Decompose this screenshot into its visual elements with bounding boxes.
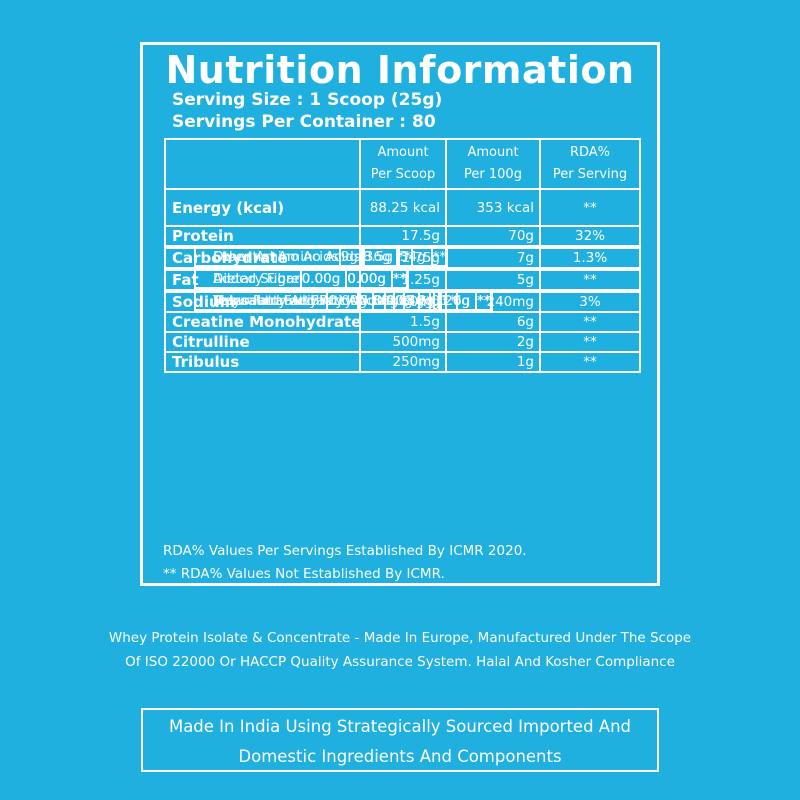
per-100g-value: 2g — [445, 331, 541, 353]
table-row: Other Amino Acids 9g 36g ** — [194, 247, 414, 267]
made-in-line-1: Made In India Using Strategically Source… — [168, 717, 632, 736]
rda-value: ** — [539, 351, 641, 373]
table-row: Dietary Fibre 0.00g 0.00g ** — [194, 269, 409, 289]
header-rda-line1: RDA% — [569, 145, 611, 160]
rda-footnote: RDA% Values Per Servings Established By … — [163, 543, 527, 559]
header-rda: RDA% Per Serving — [539, 138, 641, 190]
header-per-scoop-line1: Amount — [377, 145, 429, 160]
per-scoop-value: 17.5g — [359, 225, 447, 247]
nutrient-name: Protein — [164, 225, 361, 247]
made-in-india-box: Made In India Using Strategically Source… — [141, 708, 659, 772]
rda-value: 3% — [539, 291, 641, 313]
header-per-100g-line2: Per 100g — [464, 167, 522, 182]
per-100g-value: 0.00g — [345, 269, 393, 289]
per-100g-value: 7g — [445, 247, 541, 269]
nutrient-name: Citrulline — [164, 331, 361, 353]
rda-value: ** — [430, 247, 449, 267]
per-scoop-value: 500mg — [359, 331, 447, 353]
not-established-footnote: ** RDA% Values Not Established By ICMR. — [163, 566, 445, 582]
serving-size: Serving Size : 1 Scoop (25g) — [172, 90, 443, 110]
per-100g-value: 240mg — [445, 291, 541, 313]
product-description: Whey Protein Isolate & Concentrate - Mad… — [60, 626, 740, 674]
nutrient-name: Dietary Fibre — [194, 269, 302, 289]
per-scoop-value: 0.00g — [299, 269, 348, 289]
per-100g-value: 70g — [445, 225, 541, 247]
panel-title: Nutrition Information — [165, 48, 635, 92]
header-per-scoop-line2: Per Scoop — [370, 167, 436, 182]
per-100g-value: 0.20g — [429, 291, 477, 311]
nutrition-panel: Nutrition Information Serving Size : 1 S… — [140, 42, 660, 586]
description-line-1: Whey Protein Isolate & Concentrate - Mad… — [108, 630, 692, 646]
servings-per-container: Servings Per Container : 80 — [172, 112, 436, 132]
per-scoop-value: 250mg — [359, 351, 447, 373]
header-per-100g: Amount Per 100g — [445, 138, 541, 190]
per-100g-value: 0.00g — [372, 291, 420, 311]
nutrient-name: Trans Fatty Acids — [193, 291, 329, 311]
table-header-row: Amount Per Scoop Amount Per 100g RDA% Pe… — [164, 138, 641, 190]
per-100g-value: 5g — [445, 269, 541, 291]
rda-value: ** — [417, 291, 436, 311]
table-row: Creatine Monohydrate 1.5g 6g ** — [164, 311, 641, 333]
nutrient-name: Creatine Monohydrate — [164, 311, 361, 333]
table-row: Trans Fatty Acids 0.00g 0.00g ** — [193, 291, 436, 311]
per-scoop-value: 1.5g — [359, 311, 447, 333]
header-nutrient — [164, 138, 361, 190]
nutrient-name: Tribulus — [164, 351, 361, 373]
made-in-line-2: Domestic Ingredients And Components — [238, 747, 562, 766]
rda-value: ** — [539, 331, 641, 353]
per-100g-value: 1g — [445, 351, 541, 373]
rda-value: 1.3% — [539, 247, 641, 269]
per-scoop-value: 0.00g — [326, 291, 375, 311]
table-row: Citrulline 500mg 2g ** — [164, 331, 641, 353]
nutrient-name: Other Amino Acids — [194, 247, 341, 267]
table-row: Energy (kcal) 88.25 kcal 353 kcal ** — [164, 188, 641, 227]
rda-value: 32% — [539, 225, 641, 247]
header-per-100g-line1: Amount — [467, 145, 519, 160]
rda-value: ** — [539, 188, 641, 227]
rda-value: ** — [539, 269, 641, 291]
per-100g-value: 6g — [445, 311, 541, 333]
rda-value: ** — [395, 247, 414, 267]
table-row: Tribulus 250mg 1g ** — [164, 351, 641, 373]
header-rda-line2: Per Serving — [552, 167, 628, 182]
nutrition-table: Amount Per Scoop Amount Per 100g RDA% Pe… — [164, 138, 641, 373]
per-scoop-value: 88.25 kcal — [359, 188, 447, 227]
table-row: Protein 17.5g 70g 32% — [164, 225, 641, 247]
rda-value: ** — [539, 311, 641, 333]
nutrient-name: Energy (kcal) — [164, 188, 361, 227]
rda-value: ** — [390, 269, 409, 289]
per-100g-value: 36g — [362, 247, 398, 267]
header-per-scoop: Amount Per Scoop — [359, 138, 447, 190]
per-100g-value: 353 kcal — [445, 188, 541, 227]
rda-value: ** — [474, 291, 493, 311]
per-scoop-value: 9g — [338, 247, 365, 267]
description-line-2: Of ISO 22000 Or HACCP Quality Assurance … — [125, 654, 675, 670]
